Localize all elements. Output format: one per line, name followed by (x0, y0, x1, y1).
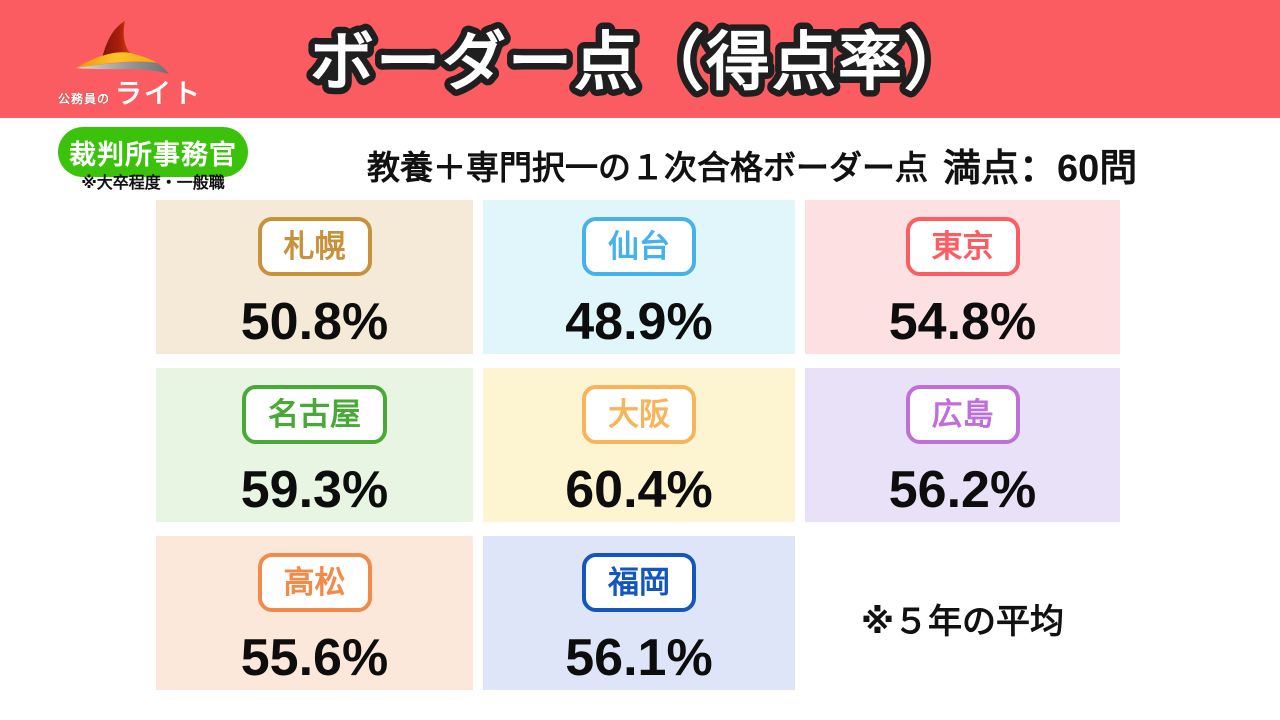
city-name: 高松 (283, 565, 346, 600)
logo-main-text: ライト (115, 79, 203, 109)
city-card-sapporo: 札幌 50.8% (156, 200, 473, 354)
border-score-value: 48.9% (565, 293, 713, 352)
city-card-tokyo: 東京 54.8% (805, 200, 1120, 354)
border-score-value: 50.8% (240, 293, 389, 352)
city-card-osaka: 大阪 60.4% (483, 368, 795, 522)
border-score-value: 56.1% (565, 629, 713, 688)
chart-subtitle: 教養＋専門択一の１次合格ボーダー点 (367, 149, 928, 186)
city-card-fukuoka: 福岡 56.1% (483, 536, 795, 690)
city-name: 広島 (931, 397, 994, 432)
border-score-value: 55.6% (240, 629, 389, 688)
city-card-grid: 札幌 50.8% 仙台 48.9% 東京 54.8% 名古屋 59.3% 大阪 … (156, 200, 1120, 690)
max-score-label: 満点：60問 (943, 148, 1138, 190)
exam-badge-note: ※大卒程度・一般職 (81, 175, 225, 192)
city-label-pill: 福岡 (582, 553, 696, 613)
city-label-pill: 仙台 (582, 217, 696, 277)
brand-logo-text: 公務員の ライト (58, 72, 238, 111)
city-card-sendai: 仙台 48.9% (483, 200, 795, 354)
bird-logo-icon (76, 21, 169, 74)
average-note: ※５年の平均 (860, 602, 1065, 641)
border-score-value: 59.3% (240, 461, 389, 520)
exam-badge-label: 裁判所事務官 (69, 139, 237, 170)
city-name: 大阪 (608, 397, 670, 432)
city-name: 札幌 (283, 229, 346, 264)
city-name: 名古屋 (268, 397, 361, 432)
page-title: ボーダー点（得点率） (310, 26, 970, 98)
header-bar: 公務員の ライト ボーダー点（得点率） (0, 0, 1280, 118)
city-card-nagoya: 名古屋 59.3% (156, 368, 473, 522)
logo-small-text: 公務員の (58, 92, 111, 106)
city-label-pill: 東京 (905, 217, 1020, 277)
city-label-pill: 高松 (257, 553, 372, 613)
city-name: 福岡 (608, 565, 670, 600)
city-card-hiroshima: 広島 56.2% (805, 368, 1120, 522)
border-score-value: 54.8% (888, 293, 1037, 352)
city-label-pill: 大阪 (582, 385, 696, 445)
city-name: 仙台 (608, 229, 670, 264)
border-score-value: 60.4% (565, 461, 713, 520)
city-card-takamatsu: 高松 55.6% (156, 536, 473, 690)
border-score-value: 56.2% (888, 461, 1037, 520)
city-label-pill: 名古屋 (242, 385, 387, 445)
city-name: 東京 (931, 229, 994, 264)
city-label-pill: 広島 (905, 385, 1020, 445)
city-label-pill: 札幌 (257, 217, 372, 277)
page-title-svg: ボーダー点（得点率） (304, 20, 975, 105)
average-note-cell: ※５年の平均 (805, 536, 1120, 690)
brand-logo: 公務員の ライト (58, 14, 238, 110)
exam-badge: 裁判所事務官 (58, 127, 248, 177)
